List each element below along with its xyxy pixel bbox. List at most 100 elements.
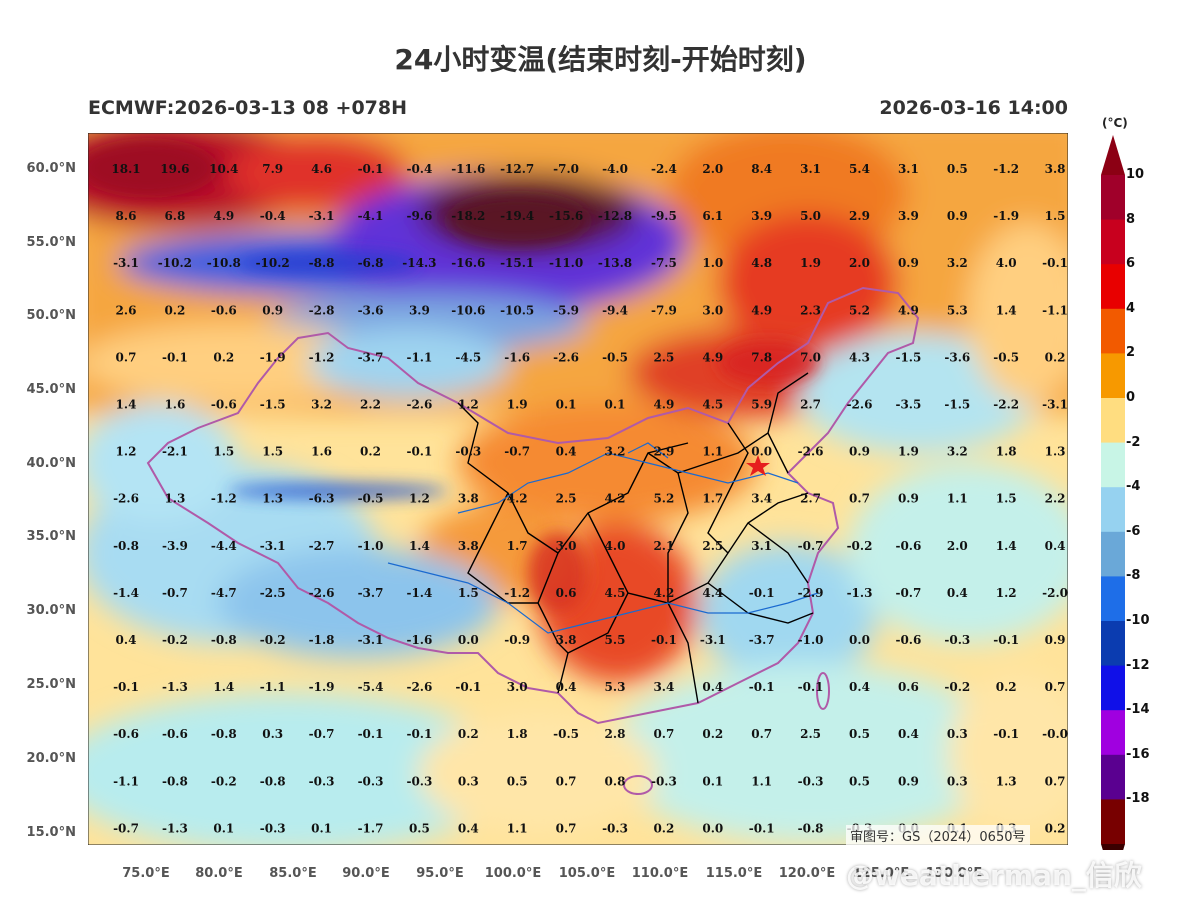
- grid-value: 6.1: [702, 209, 723, 223]
- lon-tick: 130.0°E: [925, 866, 983, 881]
- grid-value: 4.3: [849, 350, 870, 364]
- grid-value: 5.4: [849, 162, 870, 176]
- grid-value: 1.4: [409, 539, 430, 553]
- grid-value: 1.8: [507, 727, 528, 741]
- grid-value: -18.2: [451, 209, 485, 223]
- grid-value: -4.5: [455, 350, 481, 364]
- lat-tick: 55.0°N: [26, 235, 76, 250]
- grid-value: 0.2: [1045, 821, 1066, 835]
- grid-value: 0.4: [849, 680, 870, 694]
- grid-value: 0.5: [947, 162, 968, 176]
- lon-tick: 100.0°E: [484, 866, 542, 881]
- grid-value: 0.7: [751, 727, 772, 741]
- colorbar-swatch: [1101, 754, 1125, 800]
- grid-value: -14.3: [402, 256, 436, 270]
- grid-value: -10.6: [451, 303, 485, 317]
- colorbar-swatch: [1101, 710, 1125, 756]
- grid-value: 1.2: [409, 492, 430, 506]
- grid-value: -0.3: [798, 774, 824, 788]
- grid-value: -3.1: [309, 209, 335, 223]
- grid-value: -9.4: [602, 303, 628, 317]
- grid-value: 1.6: [311, 445, 332, 459]
- grid-value: -0.1: [113, 680, 139, 694]
- grid-value: -1.3: [162, 821, 188, 835]
- grid-value: 2.3: [800, 303, 821, 317]
- grid-value: 1.1: [702, 445, 723, 459]
- colorbar-tick-label: -16: [1126, 746, 1150, 762]
- grid-value: -0.4: [406, 162, 432, 176]
- lon-tick: 105.0°E: [558, 866, 616, 881]
- grid-value: 2.5: [556, 492, 577, 506]
- grid-value: 1.1: [947, 492, 968, 506]
- grid-value: 2.0: [947, 539, 968, 553]
- grid-value: 4.5: [702, 398, 723, 412]
- grid-value: -1.0: [358, 539, 384, 553]
- grid-value: 4.8: [751, 256, 772, 270]
- grid-value: 0.2: [1045, 350, 1066, 364]
- grid-value: 5.0: [800, 209, 821, 223]
- grid-value: -0.7: [113, 821, 139, 835]
- grid-value: 1.9: [898, 445, 919, 459]
- colorbar-swatch: [1101, 264, 1125, 310]
- grid-value: 0.4: [1045, 539, 1066, 553]
- grid-value: -1.7: [358, 821, 384, 835]
- grid-value: -2.4: [651, 162, 677, 176]
- grid-value: 0.7: [653, 727, 674, 741]
- lat-tick: 30.0°N: [26, 603, 76, 618]
- grid-value: -10.8: [207, 256, 241, 270]
- grid-value: 6.8: [164, 209, 185, 223]
- grid-value: -0.1: [993, 633, 1019, 647]
- lon-tick: 90.0°E: [342, 866, 390, 881]
- grid-value: 0.2: [702, 727, 723, 741]
- grid-value: 0.4: [458, 821, 479, 835]
- grid-value: -0.5: [993, 350, 1019, 364]
- grid-value: -0.5: [358, 492, 384, 506]
- grid-value: -0.5: [602, 350, 628, 364]
- grid-value: -0.8: [162, 774, 188, 788]
- grid-value: -1.6: [504, 350, 530, 364]
- grid-value: 1.3: [1045, 445, 1066, 459]
- grid-value: 1.3: [164, 492, 185, 506]
- grid-value: 0.9: [898, 774, 919, 788]
- lon-tick: 95.0°E: [416, 866, 464, 881]
- grid-value: 1.1: [507, 821, 528, 835]
- grid-value: 1.9: [507, 398, 528, 412]
- grid-value: 18.1: [111, 162, 140, 176]
- grid-value: -10.5: [500, 303, 534, 317]
- grid-value: -3.6: [358, 303, 384, 317]
- colorbar-swatch: [1101, 398, 1125, 444]
- grid-value: 1.7: [507, 539, 528, 553]
- colorbar-swatch: [1101, 576, 1125, 622]
- grid-value: 1.4: [213, 680, 234, 694]
- grid-value: -0.6: [211, 398, 237, 412]
- grid-value: 2.8: [605, 727, 626, 741]
- grid-value: -0.7: [798, 539, 824, 553]
- grid-value: -12.8: [598, 209, 632, 223]
- grid-value: -0.7: [504, 445, 530, 459]
- china-border: [146, 286, 920, 725]
- grid-value: -3.6: [944, 350, 970, 364]
- grid-value: 2.5: [800, 727, 821, 741]
- grid-value: 3.2: [947, 256, 968, 270]
- grid-value: 1.6: [164, 398, 185, 412]
- grid-value: -0.3: [602, 821, 628, 835]
- grid-values: 18.1 19.6 10.4 7.9 4.6 -0.1 -0.4 -11.6 -12.7 -7.0…: [111, 162, 1068, 835]
- grid-value: -1.5: [944, 398, 970, 412]
- grid-value: -0.3: [406, 774, 432, 788]
- grid-value: 2.5: [653, 350, 674, 364]
- grid-value: 3.1: [898, 162, 919, 176]
- grid-value: 4.2: [653, 586, 674, 600]
- grid-value: -1.9: [993, 209, 1019, 223]
- lon-tick: 80.0°E: [195, 866, 243, 881]
- grid-value: 2.2: [1045, 492, 1066, 506]
- colorbar-tick-label: -10: [1126, 613, 1150, 628]
- grid-value: -7.5: [651, 256, 677, 270]
- colorbar-tick-label: 4: [1126, 300, 1136, 316]
- grid-value: -10.2: [158, 256, 192, 270]
- lat-tick: 50.0°N: [26, 308, 76, 323]
- lat-tick: 20.0°N: [26, 751, 76, 766]
- lon-tick: 120.0°E: [778, 866, 836, 881]
- grid-value: 2.5: [702, 539, 723, 553]
- grid-value: 4.9: [653, 398, 674, 412]
- grid-value: 3.0: [556, 539, 577, 553]
